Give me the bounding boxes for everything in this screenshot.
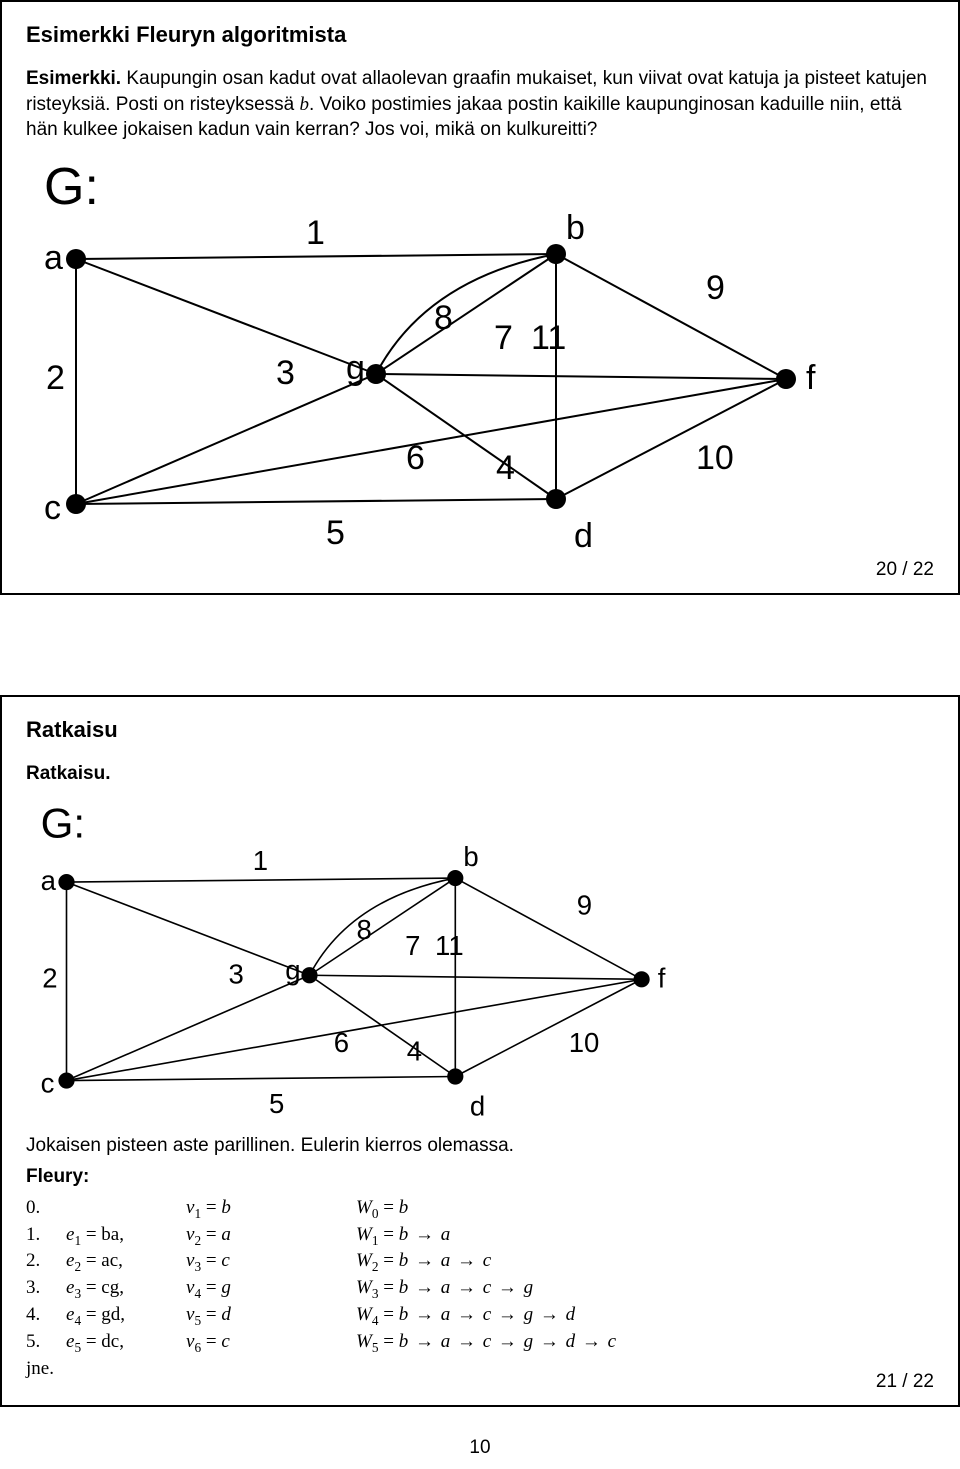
fleury-row: 2.e2 = ac,v3 = cW2 = b → a → c [26,1249,626,1276]
solution-caption: Jokaisen pisteen aste parillinen. Euleri… [26,1133,934,1159]
svg-text:f: f [806,359,816,397]
svg-text:11: 11 [435,930,464,961]
svg-text:10: 10 [569,1027,600,1058]
fleury-cell: jne. [26,1357,66,1381]
page-number-2: 21 / 22 [876,1371,934,1393]
svg-text:11: 11 [531,319,566,357]
fleury-row: 4.e4 = gd,v5 = dW4 = b → a → c → g → d [26,1303,626,1330]
svg-text:5: 5 [326,514,345,552]
svg-text:1: 1 [253,845,268,876]
fleury-cell: e3 = cg, [66,1276,186,1303]
fleury-cell: W5 = b → a → c → g → d → c [356,1330,626,1357]
fleury-row: 3.e3 = cg,v4 = gW3 = b → a → c → g [26,1276,626,1303]
svg-text:d: d [574,517,593,555]
svg-text:2: 2 [46,359,65,397]
panel-title-2: Ratkaisu [26,717,934,743]
svg-text:7: 7 [494,319,513,357]
fleury-cell: v4 = g [186,1276,356,1303]
fleury-cell: 3. [26,1276,66,1303]
svg-text:b: b [566,209,585,247]
graph-G-2: G:1234567891011abcdfg [26,793,886,1133]
fleury-cell: 1. [26,1223,66,1250]
example-var-b: b [299,94,309,115]
fleury-cell: 4. [26,1303,66,1330]
fleury-cell [66,1357,186,1381]
fleury-cell: v1 = b [186,1196,356,1223]
solution-lead: Ratkaisu. [26,763,110,784]
footer-page-number: 10 [0,1407,960,1469]
fleury-row: 0. v1 = bW0 = b [26,1196,626,1223]
fleury-cell [66,1196,186,1223]
spacer [0,595,960,695]
fleury-cell: v3 = c [186,1249,356,1276]
graph-svg-2: G:1234567891011abcdfg [26,793,723,1133]
fleury-table: 0.v1 = bW0 = b1.e1 = ba,v2 = aW1 = b → a… [26,1196,626,1381]
svg-text:a: a [41,865,57,896]
fleury-cell: W1 = b → a [356,1223,626,1250]
panel-example: Esimerkki Fleuryn algoritmista Esimerkki… [0,0,960,595]
example-paragraph: Esimerkki. Kaupungin osan kadut ovat all… [26,66,934,143]
example-lead: Esimerkki. [26,68,121,89]
svg-text:3: 3 [229,958,244,989]
fleury-cell [186,1357,356,1381]
svg-text:f: f [658,962,666,993]
svg-text:2: 2 [42,962,57,993]
fleury-cell: W4 = b → a → c → g → d [356,1303,626,1330]
svg-text:9: 9 [577,889,592,920]
graph-svg-1: G:1234567891011abcdfg [26,149,886,569]
svg-text:b: b [463,840,478,871]
fleury-label: Fleury: [26,1164,934,1190]
svg-text:5: 5 [269,1088,284,1119]
graph-G-1: G:1234567891011abcdfg [26,149,886,569]
fleury-cell: v6 = c [186,1330,356,1357]
fleury-cell: e4 = gd, [66,1303,186,1330]
fleury-cell: e1 = ba, [66,1223,186,1250]
svg-text:8: 8 [356,913,371,944]
fleury-cell [356,1357,626,1381]
fleury-cell: 5. [26,1330,66,1357]
solution-lead-wrap: Ratkaisu. [26,761,934,787]
svg-text:c: c [44,489,61,527]
svg-text:8: 8 [434,299,453,337]
fleury-row: jne. [26,1357,626,1381]
svg-text:G:: G: [41,799,85,846]
svg-text:g: g [346,349,365,387]
svg-text:G:: G: [44,158,99,216]
svg-text:c: c [41,1067,55,1098]
svg-text:d: d [470,1090,485,1121]
svg-text:g: g [285,954,300,985]
panel-title-1: Esimerkki Fleuryn algoritmista [26,22,934,48]
page-number-1: 20 / 22 [876,559,934,581]
svg-text:4: 4 [407,1035,422,1066]
fleury-cell: 2. [26,1249,66,1276]
fleury-cell: v2 = a [186,1223,356,1250]
svg-text:1: 1 [306,214,325,252]
svg-text:7: 7 [405,930,420,961]
fleury-cell: W0 = b [356,1196,626,1223]
svg-text:10: 10 [696,439,734,477]
fleury-row: 5.e5 = dc,v6 = cW5 = b → a → c → g → d →… [26,1330,626,1357]
panel-solution: Ratkaisu Ratkaisu. G:1234567891011abcdfg… [0,695,960,1407]
fleury-cell: W2 = b → a → c [356,1249,626,1276]
svg-text:4: 4 [496,449,515,487]
fleury-cell: 0. [26,1196,66,1223]
svg-text:3: 3 [276,354,295,392]
fleury-cell: e5 = dc, [66,1330,186,1357]
fleury-cell: e2 = ac, [66,1249,186,1276]
fleury-row: 1.e1 = ba,v2 = aW1 = b → a [26,1223,626,1250]
fleury-cell: v5 = d [186,1303,356,1330]
svg-text:a: a [44,239,63,277]
svg-text:9: 9 [706,269,725,307]
fleury-cell: W3 = b → a → c → g [356,1276,626,1303]
